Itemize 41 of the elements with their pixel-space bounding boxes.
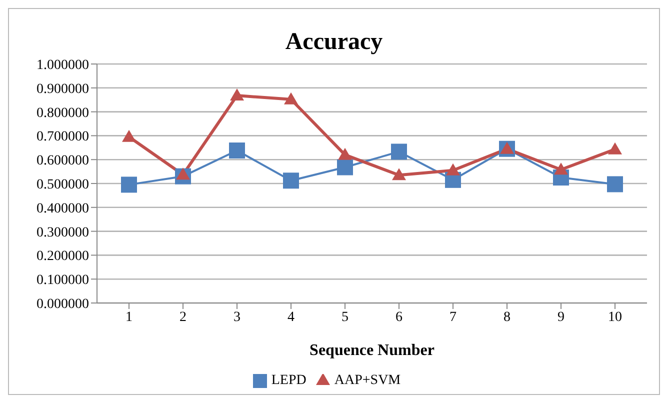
x-tick-label: 4: [288, 310, 294, 325]
y-tick-label: 0.800000: [36, 106, 89, 121]
legend-label: LEPD: [271, 373, 306, 388]
x-tick-label: 5: [342, 310, 348, 325]
x-tick-label: 8: [504, 310, 510, 325]
point: [283, 172, 299, 189]
point: [122, 130, 136, 142]
point: [338, 148, 352, 160]
y-tick-label: 0.200000: [36, 249, 89, 264]
point: [554, 162, 568, 175]
x-tick-label: 1: [126, 310, 132, 325]
x-tick-label: 2: [180, 310, 186, 325]
x-tick-label: 9: [558, 310, 564, 325]
point: [176, 168, 190, 180]
x-tick-label: 6: [396, 310, 402, 325]
point: [392, 168, 406, 180]
point: [229, 142, 245, 159]
y-tick-label: 0.000000: [36, 296, 89, 312]
y-tick-label: 0.900000: [36, 82, 89, 97]
y-tick-label: 0.700000: [36, 130, 89, 145]
x-tick-label: 3: [234, 310, 240, 325]
y-tick-label: 0.100000: [36, 273, 89, 288]
legend-label: AAP+SVM: [334, 373, 401, 388]
point: [607, 176, 623, 192]
point: [608, 142, 622, 154]
y-tick-label: 0.300000: [36, 225, 89, 240]
chart-title: Accuracy: [284, 29, 384, 56]
y-tick-label: 0.600000: [36, 154, 89, 169]
point: [230, 88, 244, 101]
point: [391, 144, 407, 160]
x-axis-title: Sequence Number: [310, 342, 434, 359]
point: [121, 176, 137, 193]
y-tick-label: 0.500000: [36, 177, 89, 192]
point: [284, 92, 298, 104]
x-tick-label: 7: [450, 310, 456, 325]
point: [446, 163, 460, 176]
y-tick-label: 0.400000: [36, 201, 89, 216]
x-tick-label: 10: [608, 310, 622, 325]
point: [500, 142, 514, 154]
point: [337, 159, 353, 176]
y-tick-label: 1.000000: [36, 58, 89, 73]
